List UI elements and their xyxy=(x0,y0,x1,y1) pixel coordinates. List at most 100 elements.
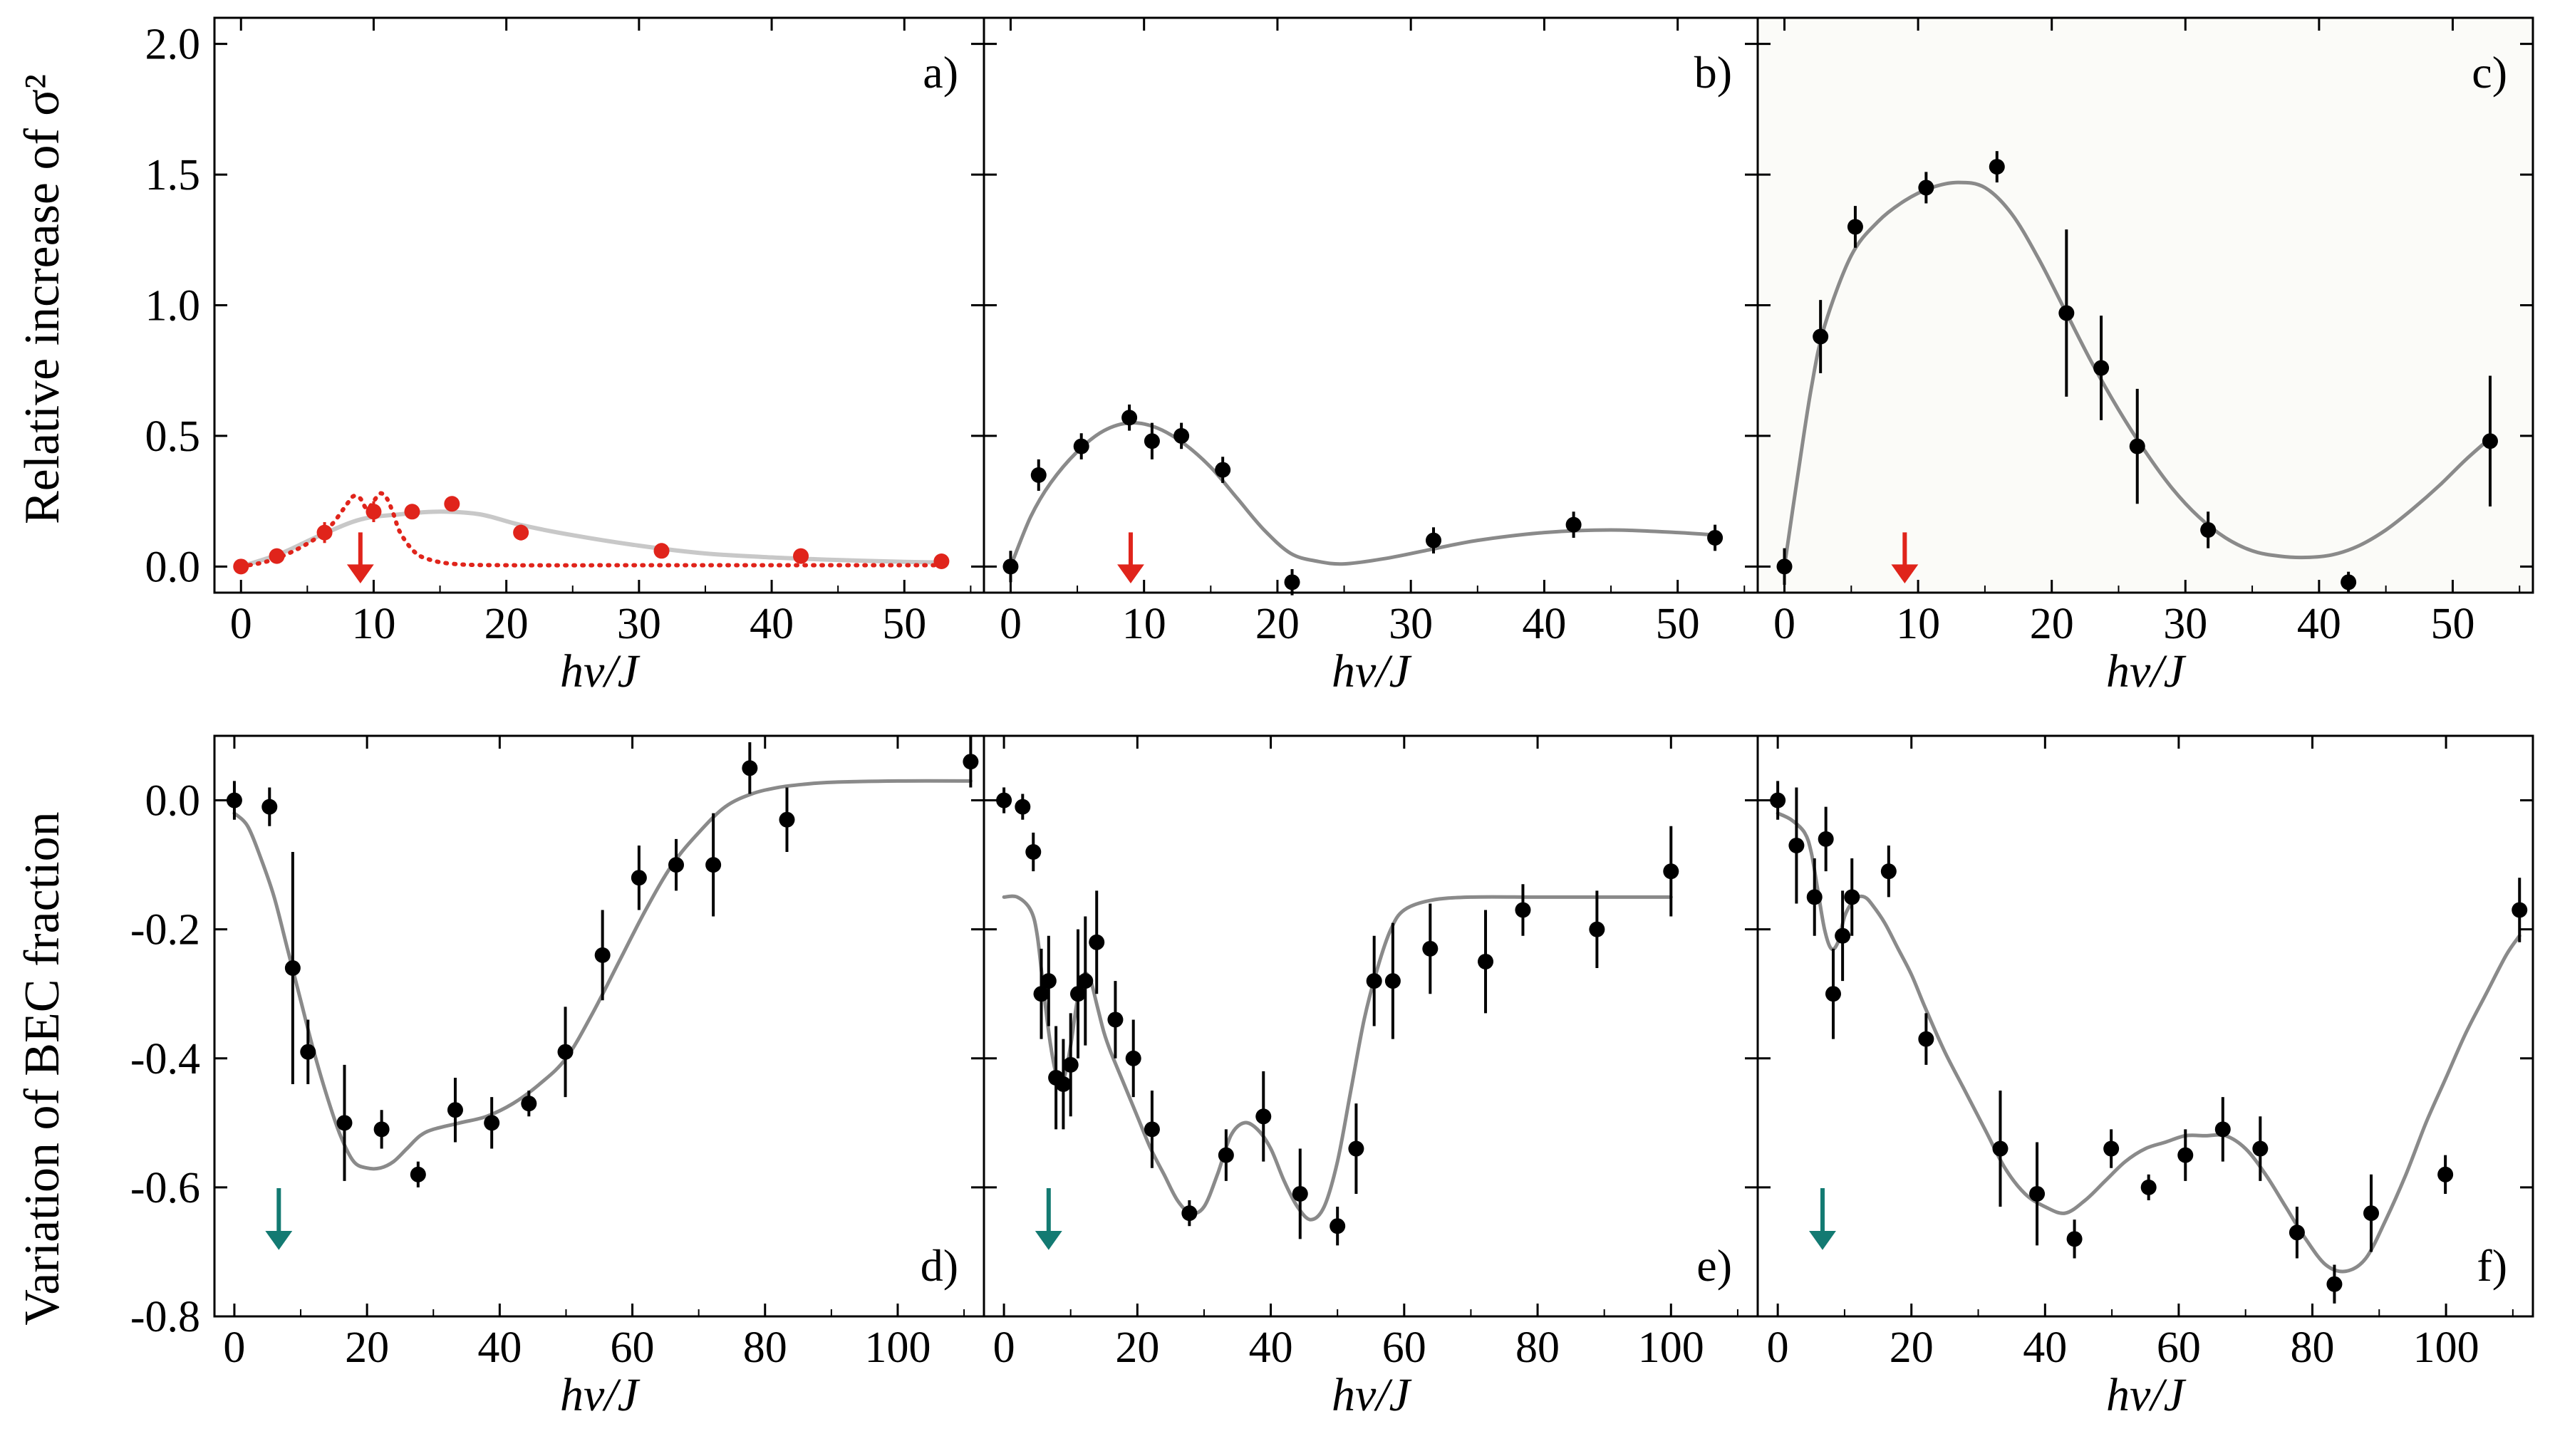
panel-c-data-point xyxy=(2093,360,2110,376)
panel-b-xtick-label: 40 xyxy=(1522,600,1566,648)
panel-a-ytick-label: 0.5 xyxy=(145,412,201,461)
panel-a-xtick-label: 40 xyxy=(750,600,794,648)
panel-d-xtick-label: 0 xyxy=(223,1324,245,1372)
panel-d-data-point xyxy=(594,947,611,963)
panel-f-data-point xyxy=(2512,902,2528,918)
panel-f-arrow-head xyxy=(1809,1231,1836,1250)
panel-b-data-point xyxy=(1121,410,1138,426)
panel-b-x-axis-label: hν/J xyxy=(1332,645,1412,697)
panel-e-data-point xyxy=(1478,953,1494,969)
panel-d-data-point xyxy=(668,857,684,873)
panel-f-xtick-label: 40 xyxy=(2023,1324,2067,1372)
panel-c-xtick-label: 40 xyxy=(2297,600,2341,648)
panel-c-data-point xyxy=(2129,438,2145,454)
panel-a-ytick-label: 2.0 xyxy=(145,21,201,69)
panel-c-xtick-label: 20 xyxy=(2030,600,2074,648)
panel-d-data-point xyxy=(336,1115,353,1131)
panel-e-data-point xyxy=(1255,1108,1272,1125)
panel-f-data-point xyxy=(1806,889,1823,905)
panel-b-data-point xyxy=(1030,467,1047,483)
panel-b-data-point xyxy=(1284,574,1300,591)
panel-c-label: c) xyxy=(2472,47,2507,98)
panel-a-data-point xyxy=(444,496,460,512)
panel-e-data-point xyxy=(1422,940,1439,957)
panel-d-data-point xyxy=(779,811,795,828)
panel-f-data-point xyxy=(1844,889,1860,905)
panel-f-data-point xyxy=(1918,1031,1934,1047)
panel-b-data-point xyxy=(1426,532,1442,548)
panel-c-data-point xyxy=(1918,180,1934,196)
panel-e-xtick-label: 20 xyxy=(1115,1324,1159,1372)
panel-c-data-point xyxy=(1776,558,1793,575)
panel-d-ytick-label: -0.8 xyxy=(130,1293,200,1341)
panel-a: 0 10 20 30 40 50 0.0 0.5 1.0 1.5 2.0 hν/J a) xyxy=(145,16,985,697)
panel-e-xtick-label: 0 xyxy=(993,1324,1015,1372)
panel-f-data-point xyxy=(2326,1276,2343,1292)
panel-d-data-point xyxy=(284,960,301,976)
panel-a-data-point xyxy=(269,548,285,564)
top-y-axis-label: Relative increase of σ² xyxy=(15,74,70,524)
panel-f-data-point xyxy=(2437,1166,2454,1182)
panel-e-data-point xyxy=(1107,1012,1124,1028)
panel-d-data-point xyxy=(300,1044,316,1060)
panel-e-data-point xyxy=(1015,799,1031,815)
panel-b-xtick-label: 0 xyxy=(1000,600,1022,648)
panel-f-xtick-label: 100 xyxy=(2413,1324,2479,1372)
panel-c-data-point xyxy=(1847,219,1863,235)
panel-e-data-point xyxy=(1125,1050,1141,1066)
panel-a-label: a) xyxy=(923,47,958,98)
panel-e-data-point xyxy=(1033,986,1049,1002)
panel-e: 0 20 40 60 80 100 hν/J e) xyxy=(983,734,1759,1421)
panel-a-data-point xyxy=(793,548,809,564)
panel-e-data-point xyxy=(1144,1121,1160,1138)
panel-f-frame xyxy=(1756,734,2534,1318)
panel-e-data-point xyxy=(996,792,1012,808)
panel-a-data-point xyxy=(653,543,670,559)
panel-e-data-point xyxy=(1055,1076,1072,1092)
panel-f-data-point xyxy=(1880,863,1897,880)
panel-e-data-point xyxy=(1218,1147,1234,1163)
panel-a-theory-curve xyxy=(239,491,947,569)
panel-a-ytick-label: 0.0 xyxy=(145,543,201,591)
panel-d-data-point xyxy=(963,754,979,770)
panel-c-xtick-label: 0 xyxy=(1773,600,1795,648)
panel-f-data-point xyxy=(2029,1185,2046,1202)
panel-b: 0 10 20 30 40 50 hν/J b) xyxy=(983,16,1759,697)
panel-b-fit-curve xyxy=(1008,421,1720,568)
panel-a-xtick-label: 20 xyxy=(484,600,529,648)
panel-b-arrow-head xyxy=(1117,564,1144,584)
panel-d-xtick-label: 60 xyxy=(611,1324,655,1372)
panel-f-data-point xyxy=(2177,1147,2194,1163)
panel-f-data-point xyxy=(1788,837,1805,853)
panel-c-xtick-label: 30 xyxy=(2163,600,2207,648)
panel-a-fit-curve xyxy=(239,509,947,569)
panel-b-data-point xyxy=(1002,558,1019,575)
panel-e-data-point xyxy=(1330,1218,1346,1234)
panel-a-xtick-label: 10 xyxy=(351,600,395,648)
panel-b-data-point xyxy=(1144,433,1160,449)
panel-e-xtick-label: 100 xyxy=(1638,1324,1704,1372)
panel-c-x-axis-label: hν/J xyxy=(2106,645,2187,697)
panel-e-arrow-head xyxy=(1035,1231,1062,1250)
panel-e-data-point xyxy=(1515,902,1531,918)
panel-b-xtick-label: 50 xyxy=(1656,600,1700,648)
panel-f-xtick-label: 60 xyxy=(2157,1324,2201,1372)
panel-f-xtick-label: 80 xyxy=(2290,1324,2334,1372)
panel-f-data-point xyxy=(1818,831,1834,847)
panel-d-xtick-label: 20 xyxy=(345,1324,389,1372)
panel-d: 0 20 40 60 80 100 0.0 -0.2 -0.4 -0.6 -0.8 hν/J d) xyxy=(130,734,985,1421)
panel-f-x-axis-label: hν/J xyxy=(2106,1369,2187,1421)
panel-b-frame xyxy=(983,16,1759,594)
panel-a-data-point xyxy=(933,553,950,569)
panel-a-x-axis-label: hν/J xyxy=(560,645,641,697)
panel-e-data-point xyxy=(1348,1140,1364,1157)
panel-d-ytick-label: -0.4 xyxy=(130,1035,200,1083)
panel-f-label: f) xyxy=(2477,1240,2507,1291)
panel-d-ytick-label: 0.0 xyxy=(145,777,201,826)
panel-f-data-point xyxy=(2289,1224,2305,1241)
panel-f-data-point xyxy=(2066,1231,2083,1247)
panel-b-data-point xyxy=(1565,516,1582,533)
panel-d-frame xyxy=(213,734,985,1318)
panel-d-data-point xyxy=(226,792,242,808)
